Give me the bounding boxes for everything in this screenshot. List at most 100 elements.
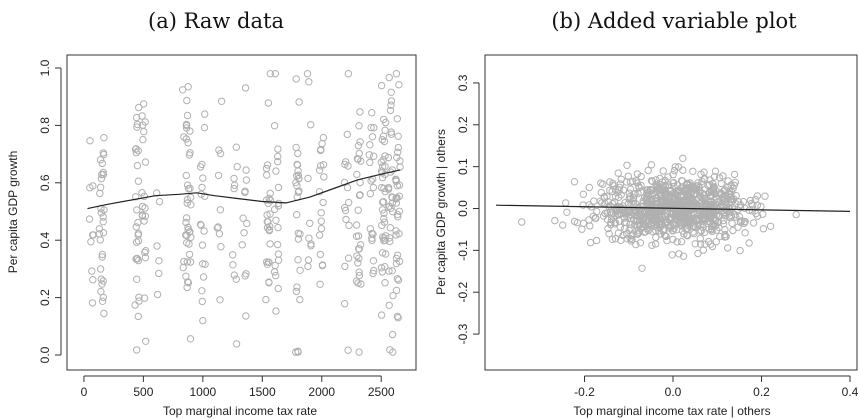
data-point — [180, 133, 188, 141]
data-point — [271, 70, 279, 78]
data-point — [266, 70, 274, 78]
data-point — [184, 139, 192, 147]
data-point — [656, 221, 664, 229]
data-point — [724, 206, 732, 215]
data-point — [356, 138, 364, 146]
data-point — [183, 181, 192, 189]
panel-b-title: (b) Added variable plot — [551, 9, 797, 33]
data-point — [369, 257, 378, 265]
panel-b-points — [518, 154, 800, 272]
data-point — [355, 122, 363, 130]
panel-a-y-tick-label: 0.8 — [38, 117, 52, 134]
data-point — [293, 211, 301, 219]
panel-a-x-tick-label: 500 — [133, 385, 153, 399]
data-point — [716, 232, 724, 241]
data-point — [318, 261, 327, 270]
data-point — [230, 174, 238, 183]
panel-a-x-tick-label: 2500 — [368, 385, 395, 399]
data-point — [100, 309, 108, 318]
panel-b-x-tick-label: 0.4 — [842, 385, 859, 399]
data-point — [367, 177, 375, 185]
data-point — [183, 199, 191, 207]
panel-b-y-tick-label: -0.3 — [456, 323, 470, 344]
data-point — [604, 224, 612, 233]
data-point — [792, 210, 800, 219]
data-point — [201, 110, 209, 118]
data-point — [715, 212, 723, 221]
data-point — [294, 348, 302, 356]
data-point — [263, 171, 271, 179]
data-point — [736, 246, 744, 255]
data-point — [611, 185, 620, 194]
data-point — [274, 152, 282, 161]
panel-a-y-tick-label: 0.0 — [38, 346, 52, 363]
data-point — [139, 135, 147, 144]
data-point — [141, 158, 150, 166]
data-point — [98, 170, 106, 179]
data-point — [696, 234, 704, 243]
data-point — [304, 256, 313, 264]
data-point — [140, 100, 148, 108]
data-point — [274, 250, 283, 258]
data-point — [99, 293, 108, 302]
data-point — [716, 204, 724, 212]
data-point — [183, 96, 191, 105]
data-point — [671, 163, 679, 171]
data-point — [689, 228, 697, 236]
data-point — [551, 216, 559, 225]
data-point — [271, 205, 279, 214]
data-point — [730, 170, 739, 179]
data-point — [677, 238, 686, 246]
data-point — [388, 166, 396, 174]
data-point — [629, 194, 638, 202]
data-point — [142, 247, 150, 255]
data-point — [368, 133, 377, 141]
data-point — [155, 257, 163, 265]
data-point — [682, 192, 691, 200]
data-point — [141, 248, 149, 257]
data-point — [585, 183, 593, 192]
data-point — [264, 99, 273, 107]
data-point — [604, 198, 613, 206]
data-point — [370, 266, 378, 275]
data-point — [214, 223, 222, 231]
data-point — [705, 180, 714, 189]
data-point — [721, 230, 729, 239]
data-point — [379, 233, 387, 241]
data-point — [387, 204, 395, 213]
data-point — [355, 268, 363, 276]
data-point — [696, 240, 705, 248]
data-point — [648, 241, 656, 250]
data-point — [697, 170, 705, 179]
panel-b-x-label: Top marginal income tax rate | others — [573, 404, 770, 418]
data-point — [570, 178, 579, 186]
panel-a-y-tick-label: 0.6 — [38, 174, 52, 191]
panel-a-x-tick-label: 1500 — [249, 385, 276, 399]
data-point — [384, 183, 393, 192]
data-point — [387, 101, 395, 109]
data-point — [345, 198, 353, 207]
data-point — [96, 189, 104, 198]
data-point — [341, 300, 349, 308]
data-point — [647, 161, 656, 169]
data-point — [615, 205, 624, 213]
panel-a-x-axis: 0 500 1000 1500 2000 2500 — [81, 375, 395, 399]
data-point — [242, 176, 251, 184]
data-point — [140, 127, 148, 136]
data-point — [614, 169, 622, 177]
data-point — [263, 218, 271, 226]
data-point — [707, 211, 715, 219]
panel-b-plot-frame — [484, 54, 858, 371]
data-point — [389, 348, 397, 356]
data-point — [633, 230, 642, 238]
data-point — [315, 166, 324, 175]
data-point — [99, 277, 107, 285]
data-point — [637, 172, 645, 181]
data-point — [641, 228, 650, 236]
data-point — [710, 185, 718, 193]
data-point — [138, 212, 147, 220]
data-point — [262, 295, 270, 304]
data-point — [735, 212, 744, 221]
data-point — [292, 75, 300, 83]
data-point — [386, 106, 395, 115]
